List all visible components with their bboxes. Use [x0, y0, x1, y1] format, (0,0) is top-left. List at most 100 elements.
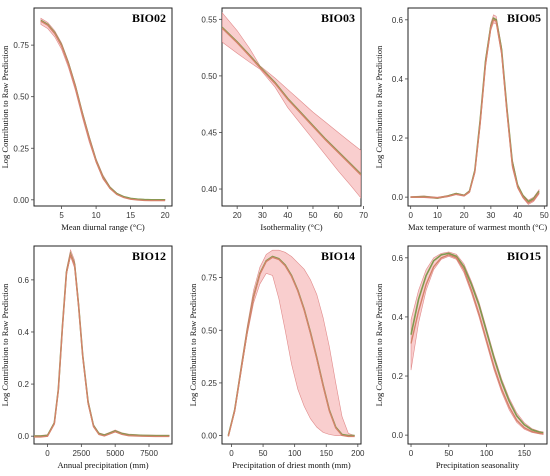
panel-title: BIO14	[321, 249, 355, 263]
y-tick-label: 0.0	[392, 431, 404, 440]
y-axis-label: Log Contribution to Raw Prediction	[188, 283, 198, 407]
x-tick-label: 0	[45, 449, 50, 458]
plot-frame	[221, 245, 362, 445]
x-tick-label: 150	[320, 449, 334, 458]
x-tick-label: 5	[59, 211, 64, 220]
y-tick-label: 0.4	[392, 75, 404, 84]
x-tick-label: 200	[351, 449, 365, 458]
response-curve	[34, 252, 170, 438]
y-tick-label: 0.2	[392, 134, 404, 143]
plot-frame	[33, 7, 173, 207]
x-tick-label: 50	[444, 449, 453, 458]
y-tick-label: 0.00	[201, 432, 217, 441]
response-curve	[40, 19, 166, 201]
panel-title: BIO03	[321, 11, 355, 25]
x-tick-label: 40	[513, 211, 522, 220]
confidence-band	[222, 12, 361, 199]
chart-panel-bio05: 0 10 20 30 40 50 0.0 0.2 0.4 0.6 BIO05 Max temperat…	[374, 7, 549, 232]
chart-panel-bio14: 0 50 100 150 200 0.00 0.25 0.50 0.75 BIO14 Precipi…	[188, 245, 365, 470]
x-tick-label: 7500	[140, 449, 158, 458]
chart-panel-bio02: 5 10 15 20 0.00 0.25 0.50 0.75 BIO02 Mean diurnal…	[0, 7, 173, 232]
plot-area	[40, 17, 166, 202]
y-tick-label: 0.50	[201, 326, 217, 335]
x-axis-label: Isothermality (°C)	[260, 222, 322, 232]
x-axis-label: Max temperature of warmest month (°C)	[408, 222, 547, 232]
x-tick-label: 10	[433, 211, 442, 220]
x-tick-label: 20	[161, 211, 170, 220]
x-tick-label: 50	[259, 449, 268, 458]
panel-title: BIO05	[507, 11, 541, 25]
x-tick-label: 30	[486, 211, 495, 220]
x-tick-label: 100	[480, 449, 494, 458]
y-tick-label: 0.50	[201, 72, 217, 81]
x-axis-label: Mean diurnal range (°C)	[61, 222, 145, 232]
panel-title: BIO15	[507, 249, 541, 263]
chart-panel-bio15: 0 50 100 150 0.0 0.2 0.4 0.6 BIO15 Precipitation …	[374, 245, 548, 470]
y-tick-label: 0.55	[201, 15, 217, 24]
y-tick-label: 0.75	[13, 41, 29, 50]
x-tick-label: 15	[126, 211, 135, 220]
y-tick-label: 0.25	[13, 144, 29, 153]
x-tick-label: 50	[540, 211, 549, 220]
x-tick-label: 10	[92, 211, 101, 220]
response-curve	[222, 27, 361, 176]
x-tick-label: 60	[334, 211, 343, 220]
x-tick-label: 20	[233, 211, 242, 220]
plot-frame	[407, 245, 548, 445]
response-curve	[410, 18, 540, 204]
plot-frame	[33, 245, 173, 445]
y-tick-label: 0.4	[392, 313, 404, 322]
x-tick-label: 0	[229, 449, 234, 458]
plot-area	[227, 249, 355, 438]
x-tick-label: 100	[288, 449, 302, 458]
response-curve	[410, 254, 544, 435]
x-tick-label: 50	[309, 211, 318, 220]
plot-frame	[221, 7, 362, 207]
y-axis-label: Log Contribution to Raw Prediction	[0, 45, 10, 169]
response-curve	[40, 20, 166, 202]
response-curve	[410, 252, 544, 434]
panel-title: BIO12	[132, 249, 166, 263]
confidence-band	[410, 251, 544, 435]
y-tick-label: 0.0	[18, 432, 30, 441]
x-tick-label: 0	[408, 211, 413, 220]
y-axis-label: Log Contribution to Raw Prediction	[374, 45, 384, 169]
response-curve	[34, 251, 170, 437]
y-tick-label: 0.6	[392, 16, 404, 25]
y-tick-label: 0.75	[201, 274, 217, 283]
x-axis-label: Precipitation of driest month (mm)	[232, 460, 351, 470]
y-tick-label: 0.2	[18, 380, 30, 389]
plot-frame	[407, 7, 548, 207]
y-tick-label: 0.6	[18, 276, 30, 285]
x-tick-label: 5000	[106, 449, 124, 458]
y-tick-label: 0.4	[18, 328, 30, 337]
x-tick-label: 150	[518, 449, 532, 458]
plot-area	[222, 12, 361, 199]
plot-area	[410, 251, 544, 435]
y-tick-label: 0.45	[201, 128, 217, 137]
response-curve	[227, 256, 355, 438]
panel-title: BIO02	[132, 11, 166, 25]
x-tick-label: 40	[283, 211, 292, 220]
plot-area	[34, 248, 170, 438]
x-axis-label: Annual precipitation (mm)	[57, 460, 148, 470]
y-tick-label: 0.25	[201, 379, 217, 388]
chart-panel-bio12: 0 2500 5000 7500 0.0 0.2 0.4 0.6 BIO12 Annual pre…	[0, 245, 173, 470]
x-tick-label: 30	[258, 211, 267, 220]
x-tick-label: 70	[359, 211, 368, 220]
x-axis-label: Precipitation seasonality	[436, 460, 520, 470]
y-tick-label: 0.40	[201, 185, 217, 194]
y-axis-label: Log Contribution to Raw Prediction	[0, 283, 10, 407]
confidence-band	[40, 17, 166, 201]
y-tick-label: 0.00	[13, 196, 29, 205]
y-tick-label: 0.0	[392, 193, 404, 202]
y-tick-label: 0.50	[13, 93, 29, 102]
y-tick-label: 0.6	[392, 254, 404, 263]
chart-panel-bio03: 20 30 40 50 60 70 0.40 0.45 0.50 0.55 BIO03 Isother…	[201, 7, 369, 232]
x-tick-label: 2500	[72, 449, 90, 458]
x-tick-label: 0	[409, 449, 414, 458]
plot-area	[410, 14, 540, 205]
x-tick-label: 20	[460, 211, 469, 220]
y-tick-label: 0.2	[392, 372, 404, 381]
confidence-band	[34, 248, 170, 438]
